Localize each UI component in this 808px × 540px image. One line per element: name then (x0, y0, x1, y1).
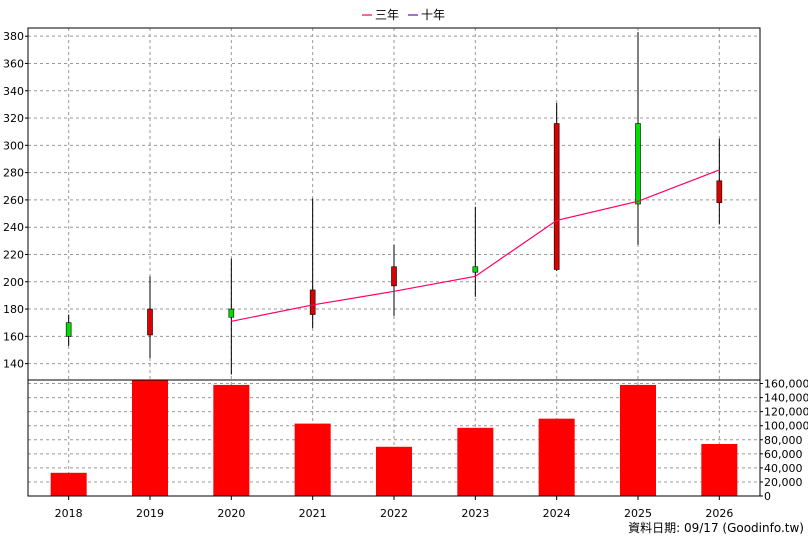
x-tick-label: 2018 (55, 507, 83, 520)
x-tick-label: 2020 (217, 507, 245, 520)
volume-tick-label: 80,000 (764, 434, 803, 447)
volume-bar (213, 384, 250, 496)
legend: 三年 十年 (362, 8, 445, 22)
price-tick-label: 160 (3, 330, 24, 343)
x-axis: 2018 2019 2020 2021 2022 2023 2024 2025 2026 (55, 496, 733, 520)
candle-body (309, 289, 316, 315)
candle-body (65, 322, 72, 337)
volume-bar (457, 427, 494, 496)
x-tick-label: 2023 (461, 507, 489, 520)
price-tick-label: 300 (3, 139, 24, 152)
series-line (231, 169, 720, 322)
volume-bar (376, 446, 412, 496)
legend-label: 三年 (375, 8, 399, 22)
price-tick-label: 140 (3, 358, 24, 371)
volume-tick-label: 40,000 (764, 462, 803, 475)
volume-tick-label: 20,000 (764, 476, 803, 489)
volume-tick-label: 140,000 (764, 392, 808, 405)
x-tick-label: 2025 (624, 507, 652, 520)
price-tick-label: 220 (3, 248, 24, 261)
candle-body (147, 308, 153, 336)
price-tick-label: 240 (3, 221, 24, 234)
x-tick-label: 2019 (136, 507, 164, 520)
volume-tick-label: 100,000 (764, 420, 808, 433)
volume-bars (50, 379, 738, 496)
volume-tick-label: 60,000 (764, 448, 803, 461)
candle-body (553, 123, 560, 270)
volume-bar (132, 379, 168, 496)
price-axis: 140 160 180 200 220 240 260 280 300 320 340 360 380 (3, 30, 28, 371)
candle-body (472, 266, 479, 273)
volume-tick-label: 0 (764, 490, 771, 503)
candle-body (716, 180, 723, 203)
volume-bar (294, 423, 331, 496)
x-tick-label: 2024 (543, 507, 571, 520)
candle-body (228, 308, 235, 318)
x-tick-label: 2021 (299, 507, 327, 520)
candle-body (635, 123, 641, 205)
x-tick-label: 2026 (705, 507, 733, 520)
x-tick-label: 2022 (380, 507, 408, 520)
price-tick-label: 280 (3, 167, 24, 180)
price-tick-label: 200 (3, 276, 24, 289)
candle-body (391, 266, 397, 287)
volume-tick-label: 160,000 (764, 378, 808, 391)
volume-bar (50, 472, 87, 496)
price-tick-label: 180 (3, 303, 24, 316)
moving-average-lines (231, 169, 720, 322)
candlesticks (65, 32, 723, 375)
price-tick-label: 380 (3, 30, 24, 43)
volume-tick-label: 120,000 (764, 406, 808, 419)
legend-label: 十年 (421, 8, 445, 22)
volume-axis: 020,00040,00060,00080,000100,000120,0001… (760, 378, 808, 503)
price-tick-label: 320 (3, 112, 24, 125)
volume-bar (538, 418, 575, 496)
price-tick-label: 260 (3, 194, 24, 207)
price-tick-label: 360 (3, 57, 24, 70)
volume-bar (620, 384, 656, 496)
price-gridlines (28, 28, 760, 496)
data-date-footer: 資料日期: 09/17 (Goodinfo.tw) (628, 521, 804, 535)
price-tick-label: 340 (3, 85, 24, 98)
volume-bar (701, 443, 738, 496)
